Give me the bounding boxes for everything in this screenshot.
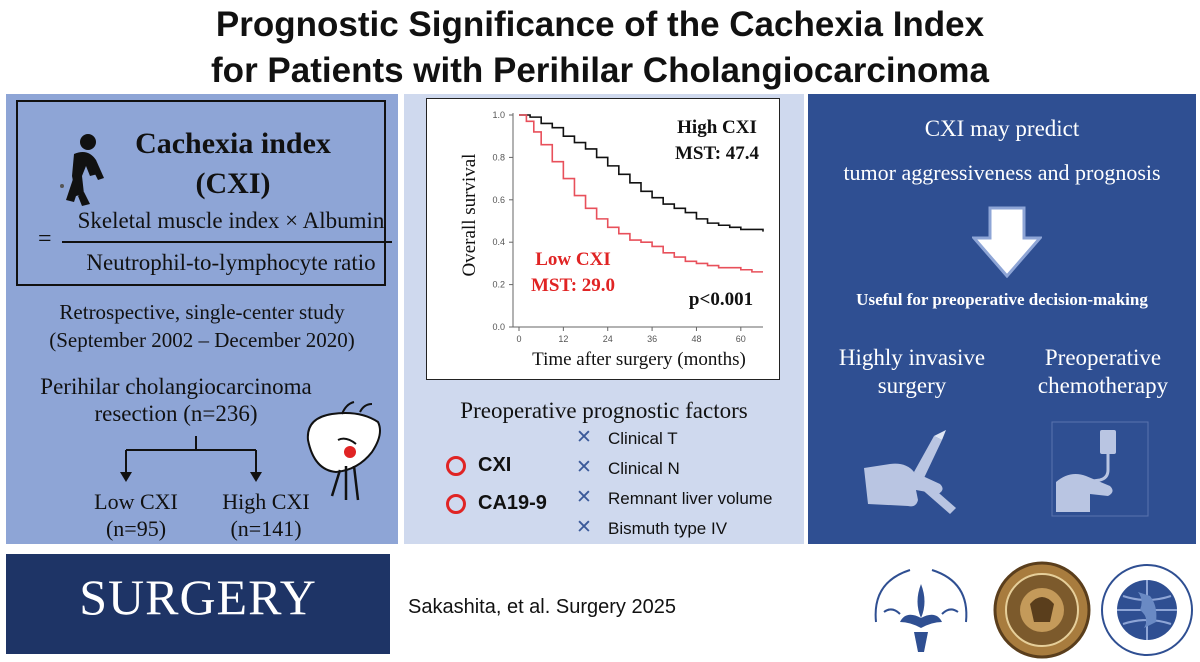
fraction-line xyxy=(62,241,392,243)
conclusion-line-1: CXI may predict xyxy=(924,116,1080,141)
low-cxi-label: Low CXI xyxy=(94,489,178,514)
cohort-line-2: resection (n=236) xyxy=(94,401,258,426)
chemo-line-1: Preoperative xyxy=(1044,345,1162,370)
not-significant-x-icon: ✕ xyxy=(576,516,592,538)
formula-denominator: Neutrophil-to-lymphocyte ratio xyxy=(86,250,376,275)
society-logo-icon xyxy=(874,569,968,652)
poster-title: Prognostic Significance of the Cachexia … xyxy=(0,2,1200,94)
invasive-line-2: surgery xyxy=(877,373,947,398)
factor-ca19-9: CA19-9 xyxy=(478,492,547,514)
prognostic-factors-title: Preoperative prognostic factors xyxy=(460,398,748,423)
x-tick-label: 60 xyxy=(736,334,746,344)
factor-bismuth-type-iv: Bismuth type IV xyxy=(608,519,728,538)
study-design: Retrospective, single-center study xyxy=(59,300,345,324)
p-value: p<0.001 xyxy=(689,289,753,310)
factor-cxi: CXI xyxy=(478,454,512,476)
high-cxi-label: High CXI xyxy=(222,489,310,514)
x-tick-label: 24 xyxy=(603,334,613,344)
km-survival-chart: 0.0 0.2 0.4 0.6 0.8 1.0 0 12 24 36 48 60 Overall s… xyxy=(459,110,764,370)
liver-icon xyxy=(306,401,381,501)
low-cxi-mst: MST: 29.0 xyxy=(531,275,615,296)
down-arrow-icon xyxy=(972,206,1042,278)
seal-logo-icon xyxy=(993,561,1091,659)
y-tick-label: 0.6 xyxy=(492,195,505,205)
high-cxi-mst: MST: 47.4 xyxy=(675,143,760,164)
not-significant-x-icon: ✕ xyxy=(576,486,592,508)
y-axis-label: Overall survival xyxy=(459,154,480,277)
scalpel-hand-icon xyxy=(864,430,956,514)
y-tick-label: 0.4 xyxy=(492,237,505,247)
equals-sign: = xyxy=(38,226,52,252)
x-tick-label: 0 xyxy=(516,334,521,344)
journal-banner: SURGERY xyxy=(6,554,390,654)
survival-curve-high-cxi xyxy=(519,114,764,232)
chemo-line-2: chemotherapy xyxy=(1037,373,1169,398)
not-significant-x-icon: ✕ xyxy=(576,456,592,478)
high-cxi-n: (n=141) xyxy=(230,516,302,541)
cohort-line-1: Perihilar cholangiocarcinoma xyxy=(40,374,312,399)
low-cxi-n: (n=95) xyxy=(105,516,167,541)
high-cxi-annotation: High CXI xyxy=(677,117,757,138)
invasive-line-1: Highly invasive xyxy=(838,345,986,370)
cxi-title-line-2: (CXI) xyxy=(195,167,271,200)
iv-drip-icon xyxy=(1051,421,1149,517)
factor-remnant-liver-volume: Remnant liver volume xyxy=(608,489,773,508)
x-tick-label: 36 xyxy=(647,334,657,344)
citation: Sakashita, et al. Surgery 2025 xyxy=(408,596,676,618)
cxi-formula-box: Cachexia index (CXI) = Skeletal muscle i… xyxy=(16,100,392,286)
high-cxi-group: High CXI (n=141) xyxy=(196,488,336,542)
x-tick-label: 48 xyxy=(691,334,701,344)
y-tick-label: 0.8 xyxy=(492,152,505,162)
factor-clinical-n: Clinical N xyxy=(608,459,680,478)
cxi-title-line-1: Cachexia index xyxy=(135,127,331,160)
right-panel: CXI may predict tumor aggressiveness and… xyxy=(808,94,1196,544)
chemotherapy-label: Preoperative chemotherapy xyxy=(1018,344,1188,400)
significant-circle-icon xyxy=(446,456,466,476)
cohort-split-arrows xyxy=(120,436,262,482)
y-tick-label: 0.0 xyxy=(492,322,505,332)
low-cxi-annotation: Low CXI xyxy=(535,249,610,270)
factor-clinical-t: Clinical T xyxy=(608,429,678,448)
title-line-2: for Patients with Perihilar Cholangiocar… xyxy=(211,51,989,90)
not-significant-x-icon: ✕ xyxy=(576,426,592,448)
journal-name: SURGERY xyxy=(79,569,317,625)
left-panel: Cachexia index (CXI) = Skeletal muscle i… xyxy=(6,94,398,544)
x-axis-label: Time after surgery (months) xyxy=(532,349,746,370)
useful-statement: Useful for preoperative decision-making xyxy=(856,290,1148,309)
km-chart-frame: 0.0 0.2 0.4 0.6 0.8 1.0 0 12 24 36 48 60 Overall s… xyxy=(426,98,780,380)
invasive-surgery-label: Highly invasive surgery xyxy=(822,344,1002,400)
low-cxi-group: Low CXI (n=95) xyxy=(66,488,206,542)
significant-circle-icon xyxy=(446,494,466,514)
survival-curve-low-cxi xyxy=(519,114,763,273)
conclusion-line-2: tumor aggressiveness and prognosis xyxy=(843,160,1161,185)
x-tick-label: 12 xyxy=(558,334,568,344)
y-tick-label: 1.0 xyxy=(492,110,505,120)
cxi-title: Cachexia index (CXI) xyxy=(123,124,343,204)
study-period: (September 2002 – December 2020) xyxy=(49,328,355,352)
title-line-1: Prognostic Significance of the Cachexia … xyxy=(215,5,985,44)
cachexia-person-icon xyxy=(60,134,104,206)
y-tick-label: 0.2 xyxy=(492,280,505,290)
formula-numerator: Skeletal muscle index × Albumin xyxy=(77,208,385,233)
globe-logo-icon xyxy=(1101,564,1193,656)
middle-panel: 0.0 0.2 0.4 0.6 0.8 1.0 0 12 24 36 48 60 Overall s… xyxy=(404,94,804,544)
